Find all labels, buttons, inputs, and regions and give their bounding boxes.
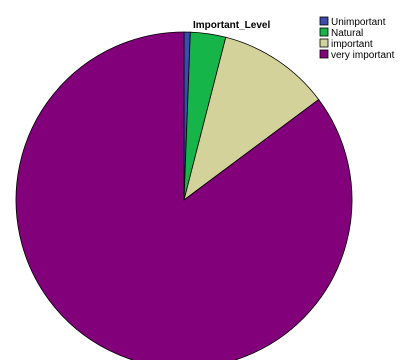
legend: Unimportant Natural important very impor… [319, 16, 395, 61]
legend-swatch-unimportant [319, 16, 329, 26]
legend-label-unimportant: Unimportant [331, 17, 386, 28]
pie-slices [15, 31, 353, 360]
legend-label-very-important: very important [331, 50, 395, 61]
legend-label-important: important [331, 39, 373, 50]
legend-swatch-important [319, 38, 329, 48]
legend-swatch-very-important [319, 49, 329, 59]
pie-slice-very-important [15, 31, 353, 360]
legend-title: Important_Level [193, 20, 270, 31]
legend-label-natural: Natural [331, 28, 363, 39]
pie-slice-important [183, 36, 320, 201]
legend-swatch-natural [319, 27, 329, 37]
